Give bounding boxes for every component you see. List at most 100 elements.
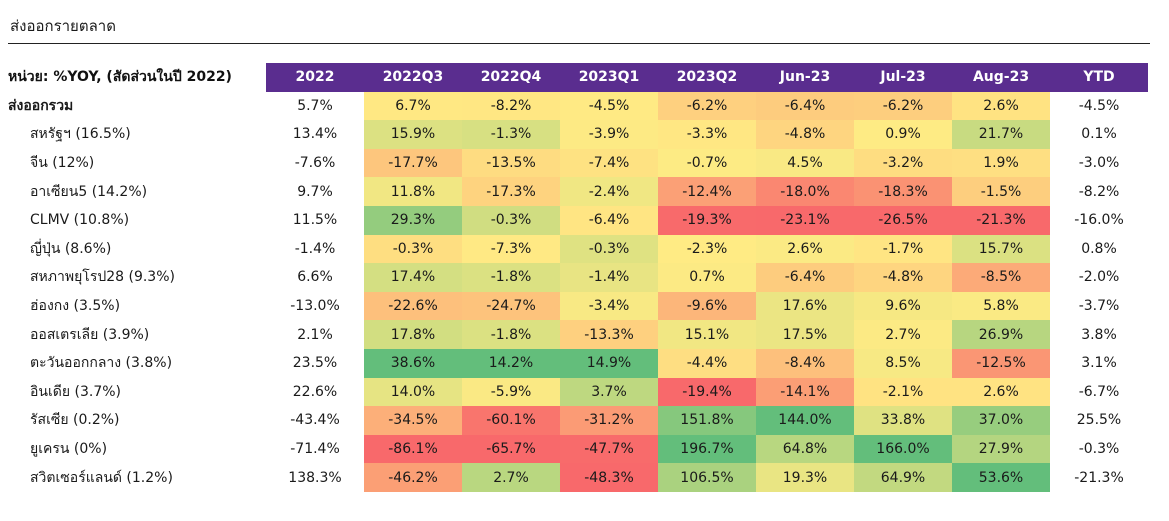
column-header-2022q3: 2022Q3 [364, 63, 462, 92]
table-cell: 9.7% [266, 177, 364, 206]
table-cell: -23.1% [756, 205, 854, 235]
table-cell: 2.7% [854, 320, 952, 349]
row-label: สวิตเซอร์แลนด์ (1.2%) [30, 469, 173, 486]
table-cell: -48.3% [560, 463, 658, 492]
row-label: จีน (12%) [30, 155, 95, 172]
table-header-row: หน่วย: %YOY, (สัดส่วนในปี 2022) 2022 202… [8, 63, 1148, 92]
table-cell: -7.6% [266, 148, 364, 178]
table-cell: 37.0% [952, 406, 1050, 435]
table-cell: -2.1% [854, 377, 952, 407]
column-header-jun-23: Jun-23 [756, 63, 854, 92]
table-cell: -22.6% [364, 291, 462, 321]
table-cell: 144.0% [756, 406, 854, 435]
row-label: สหภาพยุโรป28 (9.3%) [30, 269, 175, 286]
table-cell: -12.5% [952, 348, 1050, 378]
table-cell: -31.2% [560, 406, 658, 435]
table-cell: 17.8% [364, 320, 462, 349]
table-cell: -13.5% [462, 148, 560, 178]
table-cell: -1.3% [462, 120, 560, 149]
table-cell: 11.5% [266, 205, 364, 235]
table-cell: 15.1% [658, 320, 756, 349]
table-cell: -43.4% [266, 406, 364, 435]
table-cell: 29.3% [364, 205, 462, 235]
title-divider [8, 43, 1150, 44]
row-label: ฮ่องกง (3.5%) [30, 298, 121, 315]
table-cell: -6.7% [1050, 377, 1148, 407]
table-cell: 138.3% [266, 463, 364, 492]
table-cell: -8.4% [756, 348, 854, 378]
table-row: ยูเครน (0%) -71.4% -86.1% -65.7% -47.7% 196.7… [8, 434, 1148, 464]
table-cell: -1.4% [266, 234, 364, 264]
table-cell: -16.0% [1050, 205, 1148, 235]
table-cell: 33.8% [854, 406, 952, 435]
column-header-2022: 2022 [266, 63, 364, 92]
row-label: อินเดีย (3.7%) [30, 383, 121, 400]
table-cell: 3.1% [1050, 348, 1148, 378]
row-label: อาเซียน5 (14.2%) [30, 183, 148, 200]
table-cell: -1.8% [462, 263, 560, 292]
table-cell: 27.9% [952, 434, 1050, 464]
table-cell: 22.6% [266, 377, 364, 407]
column-header-2023q1: 2023Q1 [560, 63, 658, 92]
row-label: ยูเครน (0%) [30, 441, 108, 458]
table-cell: 151.8% [658, 406, 756, 435]
row-label: ออสเตรเลีย (3.9%) [30, 326, 150, 343]
table-cell: 5.8% [952, 291, 1050, 321]
table-cell: 19.3% [756, 463, 854, 492]
table-cell: -2.4% [560, 177, 658, 206]
table-row: อินเดีย (3.7%) 22.6% 14.0% -5.9% 3.7% -19.4% -… [8, 377, 1148, 407]
table-cell: -71.4% [266, 434, 364, 464]
table-cell: 166.0% [854, 434, 952, 464]
table-cell: 26.9% [952, 320, 1050, 349]
table-cell: -8.5% [952, 263, 1050, 292]
table-cell: -3.7% [1050, 291, 1148, 321]
table-cell: -47.7% [560, 434, 658, 464]
table-cell: -12.4% [658, 177, 756, 206]
table-cell: 11.8% [364, 177, 462, 206]
table-cell: 9.6% [854, 291, 952, 321]
table-cell: 13.4% [266, 120, 364, 149]
table-row: สหภาพยุโรป28 (9.3%) 6.6% 17.4% -1.8% -1.4% 0.… [8, 263, 1148, 292]
unit-label: หน่วย: %YOY, (สัดส่วนในปี 2022) [8, 63, 266, 92]
table-cell: 106.5% [658, 463, 756, 492]
table-cell: -46.2% [364, 463, 462, 492]
table-cell: 5.7% [266, 91, 364, 121]
table-cell: -21.3% [952, 205, 1050, 235]
column-header-ytd: YTD [1050, 63, 1148, 92]
table-cell: 38.6% [364, 348, 462, 378]
table-cell: 53.6% [952, 463, 1050, 492]
table-cell: -6.4% [756, 91, 854, 121]
table-cell: -8.2% [1050, 177, 1148, 206]
table-cell: -4.8% [854, 263, 952, 292]
table-cell: -4.5% [560, 91, 658, 121]
table-row: รัสเซีย (0.2%) -43.4% -34.5% -60.1% -31.2% 15… [8, 406, 1148, 435]
table-cell: -6.4% [756, 263, 854, 292]
table-cell: -19.4% [658, 377, 756, 407]
table-cell: -0.7% [658, 148, 756, 178]
table-cell: 3.8% [1050, 320, 1148, 349]
table-row: ฮ่องกง (3.5%) -13.0% -22.6% -24.7% -3.4% -9.6… [8, 291, 1148, 321]
table-cell: -3.0% [1050, 148, 1148, 178]
table-body: ส่งออกรวม 5.7% 6.7% -8.2% -4.5% -6.2% -6.4% -6.… [8, 91, 1148, 492]
table-cell: -21.3% [1050, 463, 1148, 492]
table-cell: -3.2% [854, 148, 952, 178]
table-cell: -26.5% [854, 205, 952, 235]
table-cell: 14.2% [462, 348, 560, 378]
table-cell: 14.9% [560, 348, 658, 378]
table-cell: 2.6% [756, 234, 854, 264]
table-cell: 64.8% [756, 434, 854, 464]
column-header-jul-23: Jul-23 [854, 63, 952, 92]
table-cell: 4.5% [756, 148, 854, 178]
column-header-2022q4: 2022Q4 [462, 63, 560, 92]
table-cell: -1.4% [560, 263, 658, 292]
row-label: CLMV (10.8%) [30, 212, 130, 229]
table-cell: -1.7% [854, 234, 952, 264]
table-cell: -8.2% [462, 91, 560, 121]
table-row: ตะวันออกกลาง (3.8%) 23.5% 38.6% 14.2% 14.9% -… [8, 348, 1148, 378]
table-cell: -13.3% [560, 320, 658, 349]
table-cell: -34.5% [364, 406, 462, 435]
table-cell: -7.4% [560, 148, 658, 178]
table-cell: 0.1% [1050, 120, 1148, 149]
table-cell: 8.5% [854, 348, 952, 378]
row-label: ส่งออกรวม [8, 97, 74, 114]
